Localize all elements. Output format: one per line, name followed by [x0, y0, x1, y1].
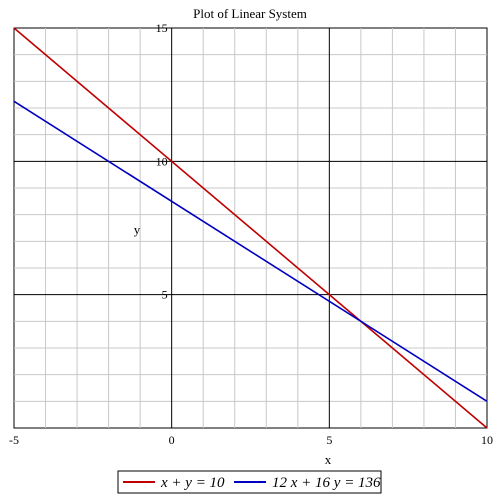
x-axis-label: x — [325, 452, 332, 467]
series-line — [13, 100, 488, 403]
x-tick-label: 0 — [169, 433, 175, 447]
legend: x + y = 10 12 x + 16 y = 136 — [117, 470, 382, 494]
chart-title: Plot of Linear System — [193, 6, 307, 21]
y-tick-label: 15 — [156, 21, 168, 35]
y-tick-label: 10 — [156, 154, 168, 168]
series-lines — [13, 27, 488, 429]
x-tick-label: 10 — [481, 433, 493, 447]
plot-frame — [13, 27, 488, 429]
y-tick-label: 5 — [162, 288, 168, 302]
series-line — [13, 27, 488, 429]
x-tick-label: -5 — [9, 433, 19, 447]
tick-labels: -5 0 5 10 5 10 15 — [9, 21, 493, 447]
axes — [14, 28, 487, 428]
grid — [14, 28, 487, 428]
x-tick-label: 5 — [326, 433, 332, 447]
y-axis-label: y — [134, 222, 141, 237]
legend-label: x + y = 10 — [160, 475, 225, 491]
legend-label: 12 x + 16 y = 136 — [272, 475, 381, 491]
